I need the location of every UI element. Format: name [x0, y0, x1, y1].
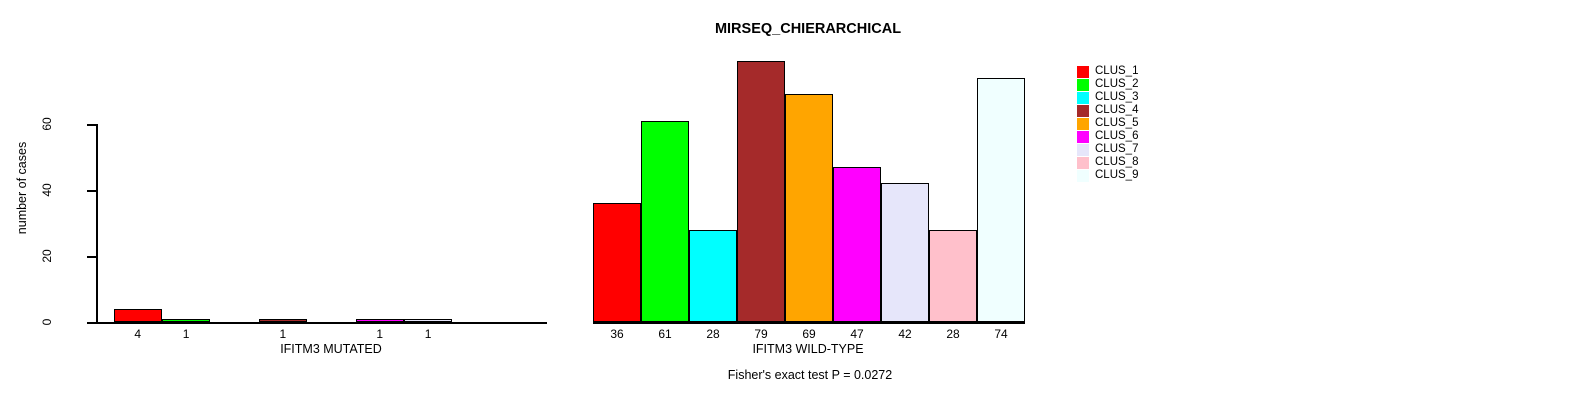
legend-item: CLUS_3	[1077, 91, 1138, 104]
legend-swatch-clus_9	[1077, 169, 1089, 182]
legend-swatch-clus_3	[1077, 91, 1089, 104]
legend-item: CLUS_7	[1077, 143, 1138, 156]
bar-clus_7-wildtype	[881, 183, 929, 322]
legend-swatch-clus_1	[1077, 65, 1089, 78]
bar-clus_2-mutated	[161, 318, 211, 322]
legend-swatch-clus_4	[1077, 104, 1089, 117]
bar-value-label-clus_8-wildtype: 28	[946, 327, 960, 341]
legend: CLUS_1 CLUS_2 CLUS_3 CLUS_4 CLUS_5 CLUS_6 CLUS…	[1077, 65, 1138, 182]
legend-label: CLUS_1	[1095, 65, 1139, 77]
bar-clus_5-wildtype	[785, 94, 833, 322]
bar-value-label-clus_6-wildtype: 47	[850, 327, 864, 341]
chart-title: MIRSEQ_CHIERARCHICAL	[714, 21, 902, 37]
y-axis-tick	[87, 124, 97, 126]
bar-clus_7-mutated	[403, 318, 453, 322]
legend-label: CLUS_8	[1095, 156, 1139, 168]
y-axis-tick-label: 40	[40, 183, 54, 197]
y-axis-tick-label: 20	[40, 249, 54, 263]
bar-clus_1-wildtype	[593, 203, 641, 322]
x-axis-label-mutated: IFITM3 MUTATED	[280, 342, 382, 356]
legend-label: CLUS_2	[1095, 78, 1139, 90]
legend-label: CLUS_7	[1095, 143, 1139, 155]
bar-value-label-clus_5-wildtype: 69	[802, 327, 816, 341]
x-axis-baseline-mutated	[87, 322, 547, 324]
legend-item: CLUS_9	[1077, 169, 1138, 182]
bar-clus_8-wildtype	[929, 229, 977, 322]
y-axis-line	[96, 124, 98, 322]
legend-label: CLUS_5	[1095, 117, 1139, 129]
bar-value-label-clus_2-wildtype: 61	[658, 327, 672, 341]
legend-item: CLUS_1	[1077, 65, 1138, 78]
legend-swatch-clus_6	[1077, 130, 1089, 143]
fisher-test-caption: Fisher's exact test P = 0.0272	[727, 368, 893, 382]
legend-label: CLUS_6	[1095, 130, 1139, 142]
legend-item: CLUS_8	[1077, 156, 1138, 169]
y-axis-tick-label: 0	[40, 318, 54, 326]
bar-value-label-clus_1-mutated: 4	[134, 327, 142, 341]
y-axis-tick	[87, 190, 97, 192]
bar-clus_4-wildtype	[737, 61, 785, 322]
bar-value-label-clus_4-wildtype: 79	[754, 327, 768, 341]
x-axis-label-wildtype: IFITM3 WILD-TYPE	[752, 342, 864, 356]
bar-clus_1-mutated	[113, 308, 162, 322]
legend-item: CLUS_5	[1077, 117, 1138, 130]
bar-value-label-clus_4-mutated: 1	[279, 327, 287, 341]
bar-value-label-clus_6-mutated: 1	[376, 327, 384, 341]
legend-swatch-clus_7	[1077, 143, 1089, 156]
bar-clus_2-wildtype	[641, 120, 689, 322]
bar-value-label-clus_7-mutated: 1	[424, 327, 432, 341]
y-axis-tick	[87, 256, 97, 258]
legend-label: CLUS_4	[1095, 104, 1139, 116]
bar-clus_3-wildtype	[689, 229, 737, 322]
legend-swatch-clus_8	[1077, 156, 1089, 169]
bar-value-label-clus_2-mutated: 1	[182, 327, 190, 341]
legend-label: CLUS_3	[1095, 91, 1139, 103]
bar-value-label-clus_9-wildtype: 74	[994, 327, 1008, 341]
legend-swatch-clus_5	[1077, 117, 1089, 130]
legend-item: CLUS_4	[1077, 104, 1138, 117]
bar-clus_9-wildtype	[977, 77, 1025, 322]
y-axis-label: number of cases	[15, 141, 29, 235]
legend-label: CLUS_9	[1095, 169, 1139, 181]
legend-item: CLUS_2	[1077, 78, 1138, 91]
bar-value-label-clus_3-wildtype: 28	[706, 327, 720, 341]
bar-value-label-clus_1-wildtype: 36	[610, 327, 624, 341]
bar-value-label-clus_7-wildtype: 42	[898, 327, 912, 341]
bar-clus_4-mutated	[258, 318, 308, 322]
x-axis-baseline-wildtype	[593, 322, 1025, 324]
legend-item: CLUS_6	[1077, 130, 1138, 143]
legend-swatch-clus_2	[1077, 78, 1089, 91]
bar-clus_6-wildtype	[833, 166, 881, 322]
bar-clus_6-mutated	[355, 318, 404, 322]
y-axis-tick-label: 60	[40, 117, 54, 131]
